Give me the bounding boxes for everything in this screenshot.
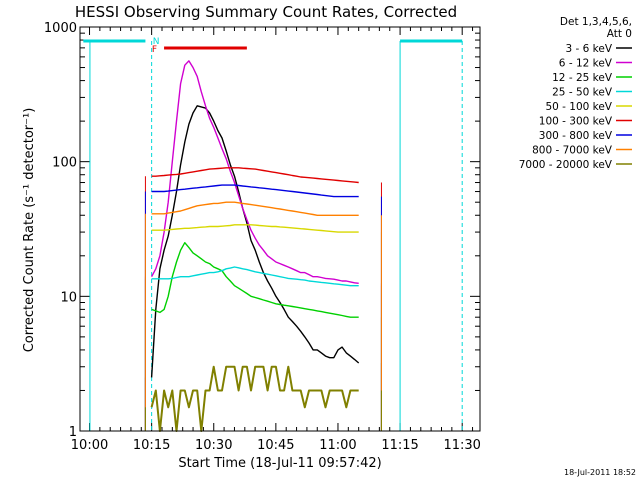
- legend-label: 50 - 100 keV: [545, 101, 612, 113]
- legend-header: Att 0: [607, 28, 632, 40]
- x-tick-label: 10:30: [195, 438, 232, 453]
- chart-title: HESSI Observing Summary Count Rates, Cor…: [75, 3, 457, 21]
- x-tick-label: 11:15: [381, 438, 418, 453]
- series-line: [151, 241, 359, 318]
- y-tick-label: 100: [52, 156, 77, 171]
- legend-label: 800 - 7000 keV: [532, 145, 613, 157]
- y-tick-label: 1000: [44, 21, 77, 36]
- series-line: [151, 224, 359, 233]
- legend-label: 6 - 12 keV: [559, 58, 613, 70]
- series-line: [151, 201, 359, 217]
- x-axis-label: Start Time (18-Jul-11 09:57:42): [178, 456, 381, 471]
- legend-header: Det 1,3,4,5,6,: [560, 16, 632, 28]
- legend-group: Det 1,3,4,5,6,Att 0 3 - 6 keV 6 - 12 keV 12…: [519, 16, 632, 171]
- series-line: [151, 184, 359, 198]
- y-tick-label: 1: [69, 425, 77, 440]
- x-tick-label: 10:15: [133, 438, 170, 453]
- flag-label: N: [153, 37, 160, 47]
- y-tick-label: 10: [60, 290, 77, 305]
- plot-frame: [79, 26, 481, 432]
- flag-label: F: [152, 45, 157, 55]
- series-line: [150, 365, 359, 432]
- footer-timestamp: 18-Jul-2011 18:52: [564, 468, 636, 477]
- series-line: [151, 266, 359, 287]
- axes-group: 10:00 10:15 10:30 10:45 11:00 11:15 11:30 1 10 10…: [44, 21, 481, 453]
- x-tick-label: 11:30: [443, 438, 480, 453]
- series-line: [150, 105, 360, 378]
- series-group: [144, 60, 382, 432]
- legend-label: 7000 - 20000 keV: [519, 159, 613, 171]
- x-tick-label: 10:45: [257, 438, 294, 453]
- legend-label: 25 - 50 keV: [552, 87, 613, 99]
- legend-label: 3 - 6 keV: [565, 43, 612, 55]
- x-tick-label: 11:00: [319, 438, 356, 453]
- y-axis-label: Corrected Count Rate (s⁻¹ detector⁻¹): [22, 108, 37, 353]
- legend-label: 12 - 25 keV: [552, 72, 613, 84]
- series-line: [151, 167, 359, 184]
- legend-label: 300 - 800 keV: [539, 130, 613, 142]
- x-tick-label: 10:00: [71, 438, 108, 453]
- series-line: [150, 60, 359, 284]
- legend-label: 100 - 300 keV: [539, 116, 613, 128]
